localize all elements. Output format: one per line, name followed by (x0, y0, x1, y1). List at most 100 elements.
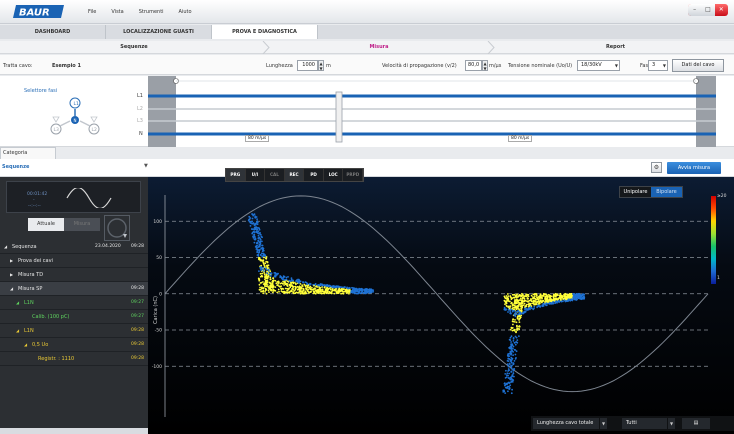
pd-point (332, 289, 334, 292)
mode-button-u/i[interactable]: U/I (246, 169, 266, 181)
pd-point (280, 287, 282, 290)
menu-strumenti[interactable]: Strumenti (138, 9, 164, 15)
velocita-input[interactable]: 80,0 (465, 60, 482, 71)
pd-point (267, 268, 270, 271)
filter-select[interactable]: Tutti (622, 418, 667, 429)
line-l1-label: L1 (137, 93, 143, 99)
step-report[interactable]: Report (605, 44, 626, 50)
pd-point (295, 280, 297, 282)
tab-prova-e-diagnostica[interactable]: PROVA E DIAGNOSTICA (212, 25, 318, 39)
mode-button-loc[interactable]: LOC (324, 169, 344, 181)
settings-gear-icon[interactable]: ⚙ (651, 162, 662, 173)
minimize-button[interactable]: – (688, 4, 702, 16)
tree-row[interactable]: ◢ 0,5 Uo 09:28 (0, 338, 148, 352)
pd-point (284, 287, 287, 290)
chevron-down-icon[interactable]: ▼ (600, 418, 607, 429)
start-measure-button[interactable]: Avvia misura (667, 162, 721, 174)
mode-button-rec[interactable]: REC (284, 169, 305, 181)
pd-point (276, 281, 279, 283)
current-button[interactable]: Attuale (28, 218, 64, 231)
step-misura[interactable]: Misura (369, 44, 389, 50)
menu-file[interactable]: File (88, 9, 97, 15)
menu-vista[interactable]: Vista (111, 9, 124, 15)
pd-point (503, 308, 506, 311)
pd-point (579, 297, 581, 300)
horizontal-scrollbar[interactable] (0, 428, 148, 434)
mode-button-prpd[interactable]: PRPD (343, 169, 364, 181)
pd-point (512, 337, 515, 339)
chevron-down-icon[interactable]: ▼ (144, 163, 148, 169)
tree-row[interactable]: ◢ Sequenza 23.04.2020 09:28 (0, 240, 148, 254)
tree-row-label: Prova dei cavi (18, 258, 53, 264)
pd-point (509, 378, 512, 381)
tree-row[interactable]: Registr. : 1110 09:28 (0, 352, 148, 366)
export-icon[interactable]: ▤ (682, 418, 710, 429)
pd-point (309, 285, 312, 288)
pd-point (260, 252, 263, 255)
step-sequenze[interactable]: Sequenze (120, 44, 148, 50)
tree-row[interactable]: ◢ L1N 09:27 (0, 296, 148, 310)
tree-expand-icon[interactable]: ▶ (10, 272, 14, 277)
line-n-label: N (139, 131, 143, 137)
tree-row[interactable]: Calib. (100 pC) 09:27 (0, 310, 148, 324)
sequence-select[interactable]: Sequenze (2, 164, 30, 170)
pd-point (324, 288, 327, 291)
pd-point (309, 288, 312, 291)
mode-button-cal[interactable]: CAL (265, 169, 285, 181)
pd-point (318, 286, 321, 289)
tree-expand-icon[interactable]: ▶ (10, 258, 14, 263)
tree-expand-icon[interactable]: ◢ (16, 328, 20, 333)
menu-aiuto[interactable]: Aiuto (178, 9, 192, 15)
pd-point (526, 309, 529, 311)
tab-dashboard[interactable]: DASHBOARD (0, 25, 106, 39)
tree-expand-icon[interactable]: ◢ (10, 286, 14, 291)
pd-point (515, 321, 518, 324)
pd-point (526, 293, 528, 296)
velocita-spinner[interactable]: ▲ ▼ (482, 60, 488, 71)
tensione-select[interactable]: 18/30kV (577, 60, 620, 71)
pd-point (554, 292, 557, 295)
preview-duration: --:--:-- (28, 204, 41, 209)
pd-point (540, 301, 543, 304)
tree-row[interactable]: ◢ Misura SP 09:28 (0, 282, 148, 296)
pd-point (555, 300, 557, 303)
pd-point (262, 254, 265, 257)
phase-selector-diagram[interactable]: L1 L3 L2 N (44, 85, 106, 143)
y-tick-label: 100 (153, 219, 162, 225)
tree-expand-icon[interactable]: ◢ (24, 342, 28, 347)
tree-expand-icon[interactable]: ◢ (16, 300, 20, 305)
maximize-button[interactable]: □ (701, 4, 715, 16)
pd-point (298, 291, 300, 294)
measure-mode-button[interactable]: Misura (64, 218, 100, 231)
tree-row[interactable]: ▶ Misura TD (0, 268, 148, 282)
unipolar-button[interactable]: Unipolare (620, 187, 651, 197)
pd-point (516, 310, 519, 313)
cable-data-button[interactable]: Dati del cavo (672, 59, 724, 72)
pd-point (537, 298, 540, 301)
pd-point (255, 245, 258, 248)
mode-button-prg[interactable]: PRG (226, 169, 246, 181)
category-tab[interactable]: Categoria (0, 147, 56, 159)
pd-point (268, 273, 271, 276)
pd-point (348, 287, 350, 290)
pd-point (570, 296, 572, 299)
fasi-select[interactable]: 3 (648, 60, 668, 71)
tree-expand-icon[interactable]: ◢ (4, 244, 8, 249)
tree-row[interactable]: ▶ Prova dei cavi (0, 254, 148, 268)
tab-localizzazione-guasti[interactable]: LOCALIZZAZIONE GUASTI (106, 25, 212, 39)
chevron-down-icon[interactable]: ▼ (668, 418, 675, 429)
pd-point (369, 291, 371, 294)
close-button[interactable]: ✕ (718, 6, 724, 13)
lunghezza-spinner[interactable]: ▲ ▼ (318, 60, 324, 71)
length-select[interactable]: Lunghezza cavo totale (533, 418, 599, 429)
bipolar-button[interactable]: Bipolare (651, 187, 682, 197)
voltage-knob[interactable] (104, 215, 130, 241)
pd-point (364, 291, 366, 293)
tree-row[interactable]: ◢ L1N 09:28 (0, 324, 148, 338)
pd-point (315, 285, 317, 288)
pd-point (266, 276, 268, 279)
lunghezza-input[interactable]: 1000 (297, 60, 318, 71)
pd-point (510, 346, 513, 349)
mode-button-pd[interactable]: PD (304, 169, 324, 181)
pd-point (552, 300, 555, 303)
